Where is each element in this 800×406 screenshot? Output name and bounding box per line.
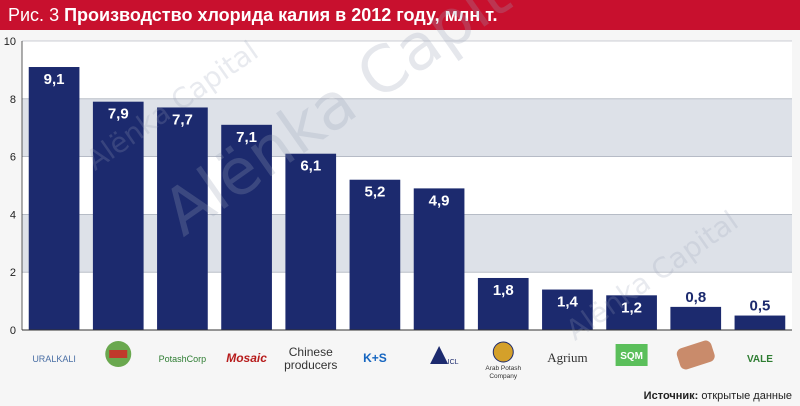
bar (285, 153, 337, 330)
bar (157, 107, 208, 330)
grid-band (22, 214, 792, 273)
category-label: ICL (448, 359, 459, 366)
grid-band (22, 156, 792, 215)
y-tick-label: 10 (4, 36, 16, 48)
chart-title: Производство хлорида калия в 2012 году, … (64, 4, 498, 25)
grid-band (22, 272, 792, 330)
category-label: VALE (747, 354, 773, 365)
category-label: PotashCorp (159, 354, 207, 364)
category-label: K+S (363, 351, 387, 365)
bar (734, 315, 786, 330)
grid-band (22, 41, 792, 99)
apc-logo (492, 341, 514, 363)
y-tick-label: 8 (10, 94, 16, 106)
bar (349, 179, 401, 330)
y-tick-label: 6 (10, 152, 16, 164)
category-label: producers (284, 358, 337, 372)
belaruskali-logo-band (109, 350, 128, 358)
source-label: Источник: (643, 390, 699, 402)
bar (92, 101, 144, 330)
data-label: 5,2 (364, 184, 385, 201)
data-label: 1,8 (493, 282, 514, 299)
y-tick-label: 2 (10, 267, 16, 279)
category-label: Chinese (289, 345, 333, 359)
data-label: 7,1 (236, 129, 257, 146)
category-label: URALKALI (32, 354, 76, 364)
category-label: Agrium (547, 350, 587, 365)
data-label: 7,9 (108, 106, 129, 123)
data-label: 9,1 (44, 71, 65, 88)
chart-title-bar: Рис. 3 Производство хлорида калия в 2012… (0, 0, 800, 30)
source-note: Источник: открытые данные (644, 390, 792, 402)
data-label: 6,1 (300, 158, 321, 175)
icl-logo (430, 346, 449, 364)
bar (606, 295, 657, 330)
data-label: 7,7 (172, 111, 193, 128)
bar (28, 67, 80, 330)
category-label: Mosaic (226, 351, 267, 365)
bar (221, 124, 272, 330)
data-label: 1,4 (557, 294, 579, 311)
bar (670, 306, 722, 330)
data-label: 1,2 (621, 299, 642, 316)
figure-number: Рис. 3 (8, 4, 60, 25)
data-label: 0,8 (685, 289, 706, 306)
sqm-logo-box (615, 344, 648, 366)
y-tick-label: 0 (10, 325, 16, 337)
category-label: SQM (620, 351, 643, 362)
data-label: 4,9 (429, 192, 450, 209)
grid-band (22, 98, 792, 157)
y-tick-label: 4 (10, 209, 16, 221)
bar (477, 277, 529, 330)
source-text: открытые данные (701, 390, 792, 402)
category-label: Company (489, 373, 518, 380)
data-label: 0,5 (749, 298, 770, 315)
category-label: Arab Potash (485, 365, 521, 372)
apatit-logo (676, 340, 715, 370)
bar (413, 188, 465, 330)
bar (542, 289, 593, 330)
